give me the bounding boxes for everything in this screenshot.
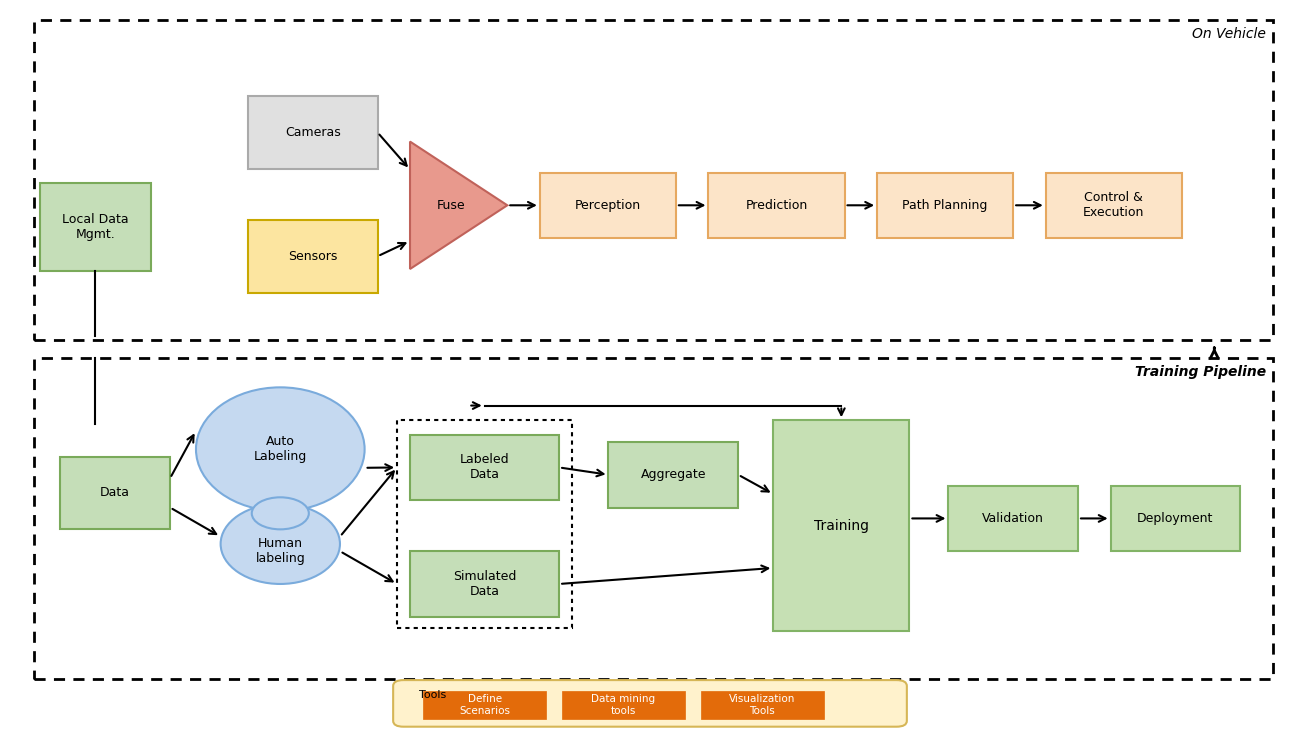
Text: Sensors: Sensors <box>289 250 338 262</box>
Text: Define
Scenarios: Define Scenarios <box>459 694 510 716</box>
Text: Perception: Perception <box>575 199 641 212</box>
FancyBboxPatch shape <box>410 551 559 617</box>
FancyBboxPatch shape <box>562 691 685 719</box>
Ellipse shape <box>196 387 364 511</box>
Text: Labeled
Data: Labeled Data <box>460 453 510 482</box>
FancyBboxPatch shape <box>422 691 546 719</box>
Text: Tools: Tools <box>419 689 446 700</box>
FancyBboxPatch shape <box>878 173 1013 238</box>
Text: Prediction: Prediction <box>745 199 807 212</box>
FancyBboxPatch shape <box>949 485 1078 551</box>
Text: Fuse: Fuse <box>437 199 465 212</box>
Polygon shape <box>410 142 507 269</box>
FancyBboxPatch shape <box>1110 485 1240 551</box>
FancyBboxPatch shape <box>540 173 676 238</box>
FancyBboxPatch shape <box>248 220 377 292</box>
Text: Data: Data <box>100 486 130 499</box>
FancyBboxPatch shape <box>40 183 151 270</box>
Text: Training Pipeline: Training Pipeline <box>1135 366 1266 379</box>
Text: Control &
Execution: Control & Execution <box>1083 192 1144 219</box>
FancyBboxPatch shape <box>774 420 910 632</box>
Text: Simulated
Data: Simulated Data <box>452 570 516 598</box>
FancyBboxPatch shape <box>1045 173 1182 238</box>
Text: Visualization
Tools: Visualization Tools <box>729 694 796 716</box>
FancyBboxPatch shape <box>410 435 559 500</box>
FancyBboxPatch shape <box>701 691 824 719</box>
FancyBboxPatch shape <box>248 96 377 169</box>
Text: Data mining
tools: Data mining tools <box>592 694 655 716</box>
FancyBboxPatch shape <box>393 680 907 727</box>
Text: Auto
Labeling: Auto Labeling <box>254 435 307 463</box>
Text: On Vehicle: On Vehicle <box>1192 27 1266 41</box>
Text: Aggregate: Aggregate <box>641 469 706 481</box>
Text: Human
labeling: Human labeling <box>255 537 306 565</box>
FancyBboxPatch shape <box>708 173 845 238</box>
Text: Local Data
Mgmt.: Local Data Mgmt. <box>62 213 129 241</box>
Text: Training: Training <box>814 519 868 533</box>
Text: Validation: Validation <box>983 512 1044 525</box>
Text: Path Planning: Path Planning <box>902 199 988 212</box>
Text: Deployment: Deployment <box>1138 512 1214 525</box>
Circle shape <box>252 497 309 529</box>
FancyBboxPatch shape <box>608 442 738 507</box>
Text: Cameras: Cameras <box>285 126 341 139</box>
FancyBboxPatch shape <box>60 457 170 529</box>
Ellipse shape <box>221 504 341 584</box>
